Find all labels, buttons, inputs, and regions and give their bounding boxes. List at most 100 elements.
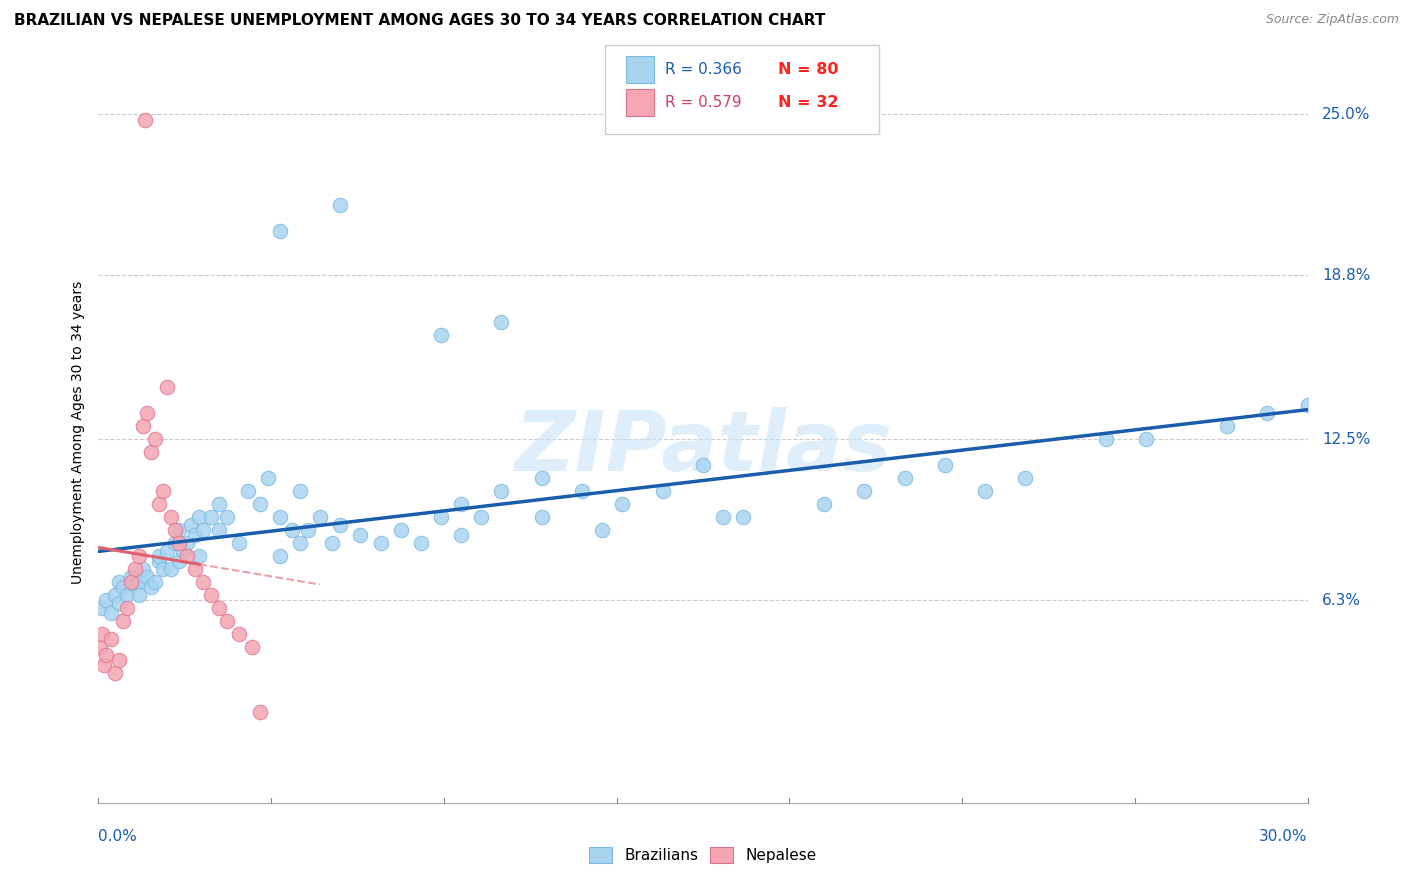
- Point: [163, 536, 186, 550]
- Point: [430, 328, 453, 343]
- Point: [134, 112, 156, 127]
- Point: [107, 574, 129, 589]
- Point: [288, 536, 311, 550]
- Point: [176, 536, 198, 550]
- Point: [651, 484, 673, 499]
- Point: [329, 198, 352, 212]
- Point: [128, 574, 150, 589]
- Text: N = 80: N = 80: [778, 62, 838, 77]
- Point: [167, 536, 190, 550]
- Point: [120, 574, 142, 589]
- Text: 30.0%: 30.0%: [1260, 829, 1308, 844]
- Legend: Brazilians, Nepalese: Brazilians, Nepalese: [583, 841, 823, 869]
- Point: [115, 588, 138, 602]
- Point: [172, 544, 194, 558]
- Point: [163, 523, 186, 537]
- Point: [132, 419, 155, 434]
- Point: [281, 523, 304, 537]
- Point: [297, 523, 319, 537]
- Point: [491, 315, 513, 329]
- Text: R = 0.366: R = 0.366: [665, 62, 742, 77]
- Point: [1095, 432, 1118, 446]
- Point: [100, 632, 122, 647]
- Point: [321, 536, 343, 550]
- Text: 25.0%: 25.0%: [1322, 107, 1371, 122]
- Point: [193, 574, 215, 589]
- Point: [107, 653, 129, 667]
- Point: [167, 554, 190, 568]
- Text: 18.8%: 18.8%: [1322, 268, 1371, 283]
- Point: [692, 458, 714, 472]
- Point: [188, 510, 211, 524]
- Point: [370, 536, 392, 550]
- Point: [893, 471, 915, 485]
- Point: [269, 549, 291, 563]
- Point: [591, 523, 613, 537]
- Point: [349, 528, 371, 542]
- Point: [200, 588, 222, 602]
- Point: [148, 497, 170, 511]
- Point: [135, 406, 157, 420]
- Point: [124, 562, 146, 576]
- Point: [208, 601, 231, 615]
- Point: [269, 510, 291, 524]
- Point: [236, 484, 259, 499]
- Point: [853, 484, 876, 499]
- Point: [160, 510, 183, 524]
- Point: [711, 510, 734, 524]
- Point: [240, 640, 263, 654]
- Point: [249, 497, 271, 511]
- Point: [530, 510, 553, 524]
- Point: [491, 484, 513, 499]
- Point: [228, 627, 250, 641]
- Point: [184, 528, 207, 542]
- Point: [217, 510, 239, 524]
- Point: [93, 658, 115, 673]
- Point: [103, 588, 125, 602]
- Point: [135, 570, 157, 584]
- Point: [111, 614, 134, 628]
- Point: [120, 570, 142, 584]
- Point: [124, 577, 146, 591]
- Point: [934, 458, 956, 472]
- Point: [128, 588, 150, 602]
- Text: 12.5%: 12.5%: [1322, 432, 1371, 447]
- Point: [813, 497, 835, 511]
- Point: [974, 484, 997, 499]
- Point: [733, 510, 755, 524]
- Point: [288, 484, 311, 499]
- Point: [107, 596, 129, 610]
- Point: [249, 705, 271, 719]
- Point: [139, 580, 162, 594]
- Point: [1296, 398, 1319, 412]
- Point: [89, 640, 111, 654]
- Point: [470, 510, 492, 524]
- Text: BRAZILIAN VS NEPALESE UNEMPLOYMENT AMONG AGES 30 TO 34 YEARS CORRELATION CHART: BRAZILIAN VS NEPALESE UNEMPLOYMENT AMONG…: [14, 13, 825, 29]
- Point: [180, 517, 202, 532]
- Point: [115, 601, 138, 615]
- Point: [148, 549, 170, 563]
- Point: [156, 380, 179, 394]
- Point: [193, 523, 215, 537]
- Point: [530, 471, 553, 485]
- Point: [1216, 419, 1239, 434]
- Point: [389, 523, 412, 537]
- Text: ZIPatlas: ZIPatlas: [515, 407, 891, 488]
- Point: [103, 665, 125, 680]
- Point: [612, 497, 634, 511]
- Point: [450, 528, 472, 542]
- Point: [409, 536, 432, 550]
- Point: [96, 648, 118, 662]
- Point: [208, 497, 231, 511]
- Point: [1014, 471, 1036, 485]
- Point: [139, 445, 162, 459]
- Point: [152, 562, 174, 576]
- Text: N = 32: N = 32: [778, 95, 838, 110]
- Point: [100, 606, 122, 620]
- Point: [148, 554, 170, 568]
- Point: [132, 562, 155, 576]
- Point: [160, 562, 183, 576]
- Point: [176, 549, 198, 563]
- Point: [217, 614, 239, 628]
- Point: [167, 523, 190, 537]
